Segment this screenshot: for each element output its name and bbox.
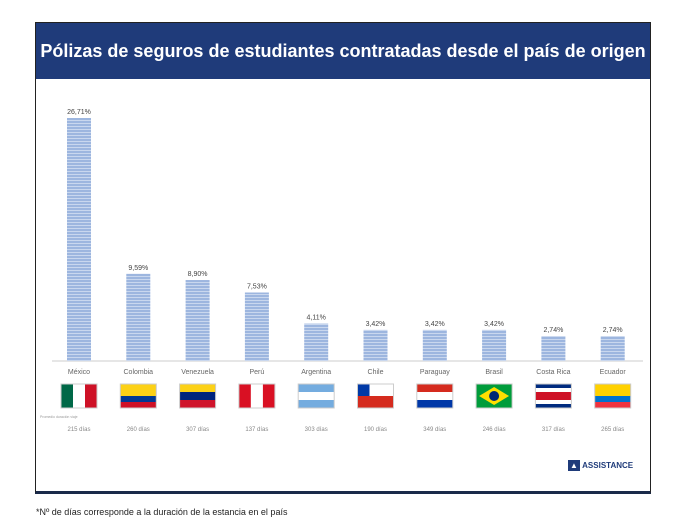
bar-Venezuela (185, 280, 210, 361)
data-label: 2,74% (543, 327, 563, 334)
flag-Perú-icon (238, 383, 276, 409)
data-label: 4,11% (307, 315, 326, 322)
data-label: 9,59% (128, 265, 148, 272)
bar-Perú (244, 292, 269, 361)
category-label: Paraguay (420, 369, 450, 376)
flag-Argentina-icon (297, 383, 335, 409)
footnote: *Nº de días corresponde a la duración de… (36, 507, 288, 517)
days-value: 246 días (483, 427, 506, 433)
flag-Ecuador-icon (594, 383, 632, 409)
data-label: 3,42% (425, 321, 445, 328)
flag-Paraguay-icon (416, 383, 454, 409)
category-label: Costa Rica (536, 369, 570, 376)
category-label: Ecuador (600, 369, 627, 376)
logo-text: ASSISTANCE (582, 461, 634, 470)
bar-Costa Rica (541, 336, 566, 361)
category-label: Argentina (301, 369, 331, 376)
flag-Venezuela-icon (179, 383, 217, 409)
category-label: Chile (368, 369, 384, 376)
flag-Costa Rica-icon (534, 383, 572, 409)
days-value: 265 días (601, 427, 624, 433)
days-label: Promedio duración viaje (40, 415, 78, 419)
days-value: 303 días (305, 427, 328, 433)
data-label: 8,90% (188, 271, 208, 278)
category-label: México (68, 369, 90, 376)
days-value: 137 días (245, 427, 268, 433)
bar-Ecuador (600, 336, 625, 361)
bar-Colombia (126, 273, 151, 361)
bar-Chile (363, 329, 388, 361)
bar-Paraguay (422, 329, 447, 361)
flag-Colombia-icon (119, 383, 157, 409)
days-value: 307 días (186, 427, 209, 433)
data-label: 3,42% (484, 321, 504, 328)
flag-Brasil-icon (475, 383, 513, 409)
flag-Chile-icon (357, 383, 394, 409)
axa-assistance-logo: ▲ ASSISTANCE (568, 460, 634, 471)
bar-Argentina (304, 323, 329, 361)
days-value: 215 días (67, 427, 90, 433)
category-label: Perú (250, 369, 265, 376)
category-label: Brasil (485, 369, 503, 376)
days-value: 317 días (542, 427, 565, 433)
data-label: 2,74% (603, 327, 623, 334)
days-value: 260 días (127, 427, 150, 433)
bar-Brasil (482, 329, 507, 361)
category-label: Colombia (124, 369, 154, 376)
data-label: 3,42% (366, 321, 386, 328)
category-label: Venezuela (181, 369, 214, 376)
axa-logo-mark: ▲ (568, 460, 580, 471)
chart-panel: Pólizas de seguros de estudiantes contra… (35, 22, 651, 494)
days-value: 349 días (423, 427, 446, 433)
chart-title: Pólizas de seguros de estudiantes contra… (36, 23, 650, 79)
days-value: 190 días (364, 427, 387, 433)
data-label: 26,71% (67, 109, 91, 116)
data-label: 7,53% (247, 283, 267, 290)
flag-México-icon (60, 383, 98, 409)
bar-México (67, 118, 91, 361)
